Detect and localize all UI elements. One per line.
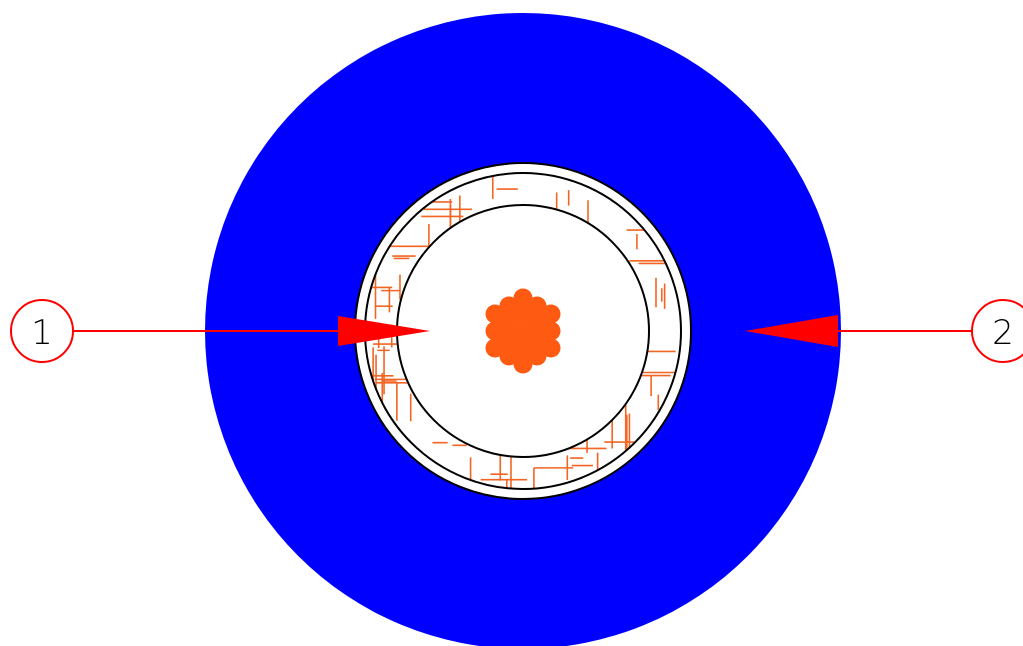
callout-1: 1 (10, 299, 430, 363)
conductor-strand (506, 343, 526, 363)
stranded-conductor (485, 288, 561, 374)
conductor-strand (506, 299, 526, 319)
callout-2: 2 (745, 299, 1023, 363)
conductor-strand (520, 299, 540, 319)
conductor-strand (534, 325, 554, 345)
conductor-strand (520, 325, 540, 345)
callout-1-number: 1 (31, 313, 53, 353)
conductor-strand (506, 325, 526, 345)
conductor-strand (492, 325, 512, 345)
callout-1-arrowhead (338, 316, 430, 346)
conductor-strand (520, 343, 540, 363)
callout-2-arrowhead (745, 315, 838, 347)
callout-2-number: 2 (992, 313, 1014, 353)
